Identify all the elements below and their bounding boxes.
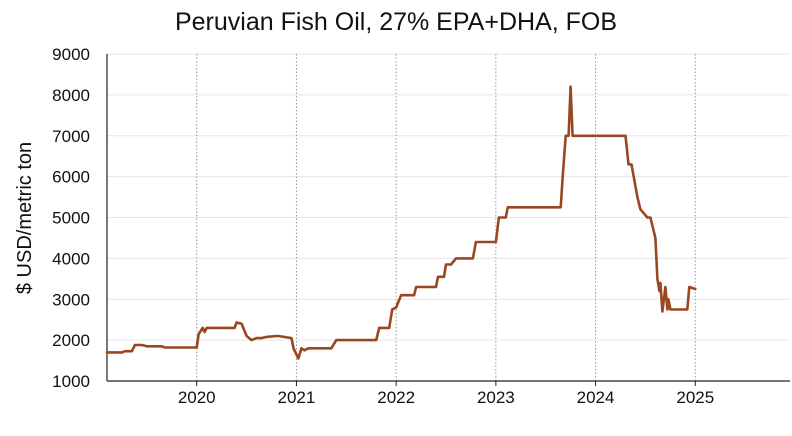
- y-tick-label: 6000: [52, 168, 90, 187]
- x-tick-labels: 2020 2021 2022 2023 2024 2025: [178, 388, 714, 407]
- x-tick-label: 2023: [477, 388, 515, 407]
- chart-title: Peruvian Fish Oil, 27% EPA+DHA, FOB: [175, 8, 617, 36]
- y-tick-label: 9000: [52, 45, 90, 64]
- x-tick-label: 2022: [377, 388, 415, 407]
- y-tick-label: 8000: [52, 86, 90, 105]
- y-gridlines: [107, 53, 790, 341]
- x-tick-label: 2020: [178, 388, 216, 407]
- price-series-line: [105, 85, 697, 360]
- y-tick-labels: 1000 2000 3000 4000 5000 6000 7000 8000 9000: [52, 45, 90, 391]
- y-tick-label: 7000: [52, 127, 90, 146]
- x-tick-label: 2024: [577, 388, 615, 407]
- x-gridlines: [196, 54, 696, 386]
- y-tick-label: 1000: [52, 372, 90, 391]
- x-tick-label: 2021: [278, 388, 316, 407]
- y-tick-label: 3000: [52, 290, 90, 309]
- x-tick-label: 2025: [676, 388, 714, 407]
- y-tick-label: 4000: [52, 249, 90, 268]
- y-axis-label: $ USD/metric ton: [14, 142, 36, 294]
- y-tick-label: 2000: [52, 331, 90, 350]
- series-group: [105, 85, 697, 360]
- y-tick-label: 5000: [52, 209, 90, 228]
